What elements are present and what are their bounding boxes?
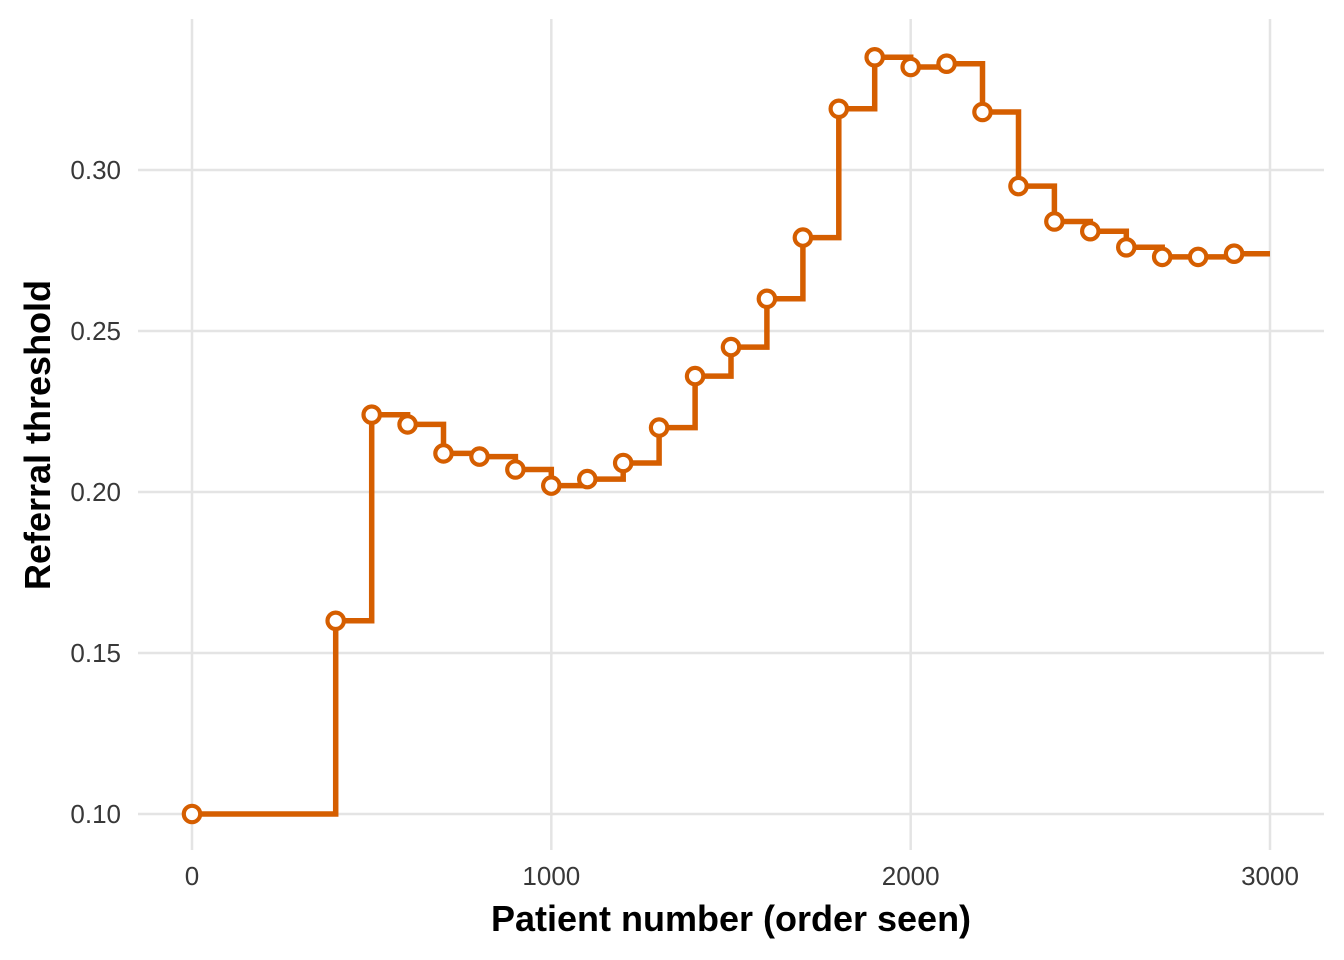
- data-point-marker: [1151, 246, 1173, 268]
- data-point-marker: [397, 414, 418, 435]
- data-point-marker: [756, 288, 778, 310]
- y-axis-title: Referral threshold: [17, 279, 58, 591]
- data-point-marker: [864, 46, 885, 68]
- data-point-marker: [936, 53, 957, 74]
- x-tick-label-2000: 2000: [882, 861, 940, 891]
- data-point-marker: [1044, 211, 1065, 232]
- data-point-marker: [612, 452, 634, 474]
- x-axis-title: Patient number (order seen): [490, 898, 972, 939]
- x-tick-label-1000: 1000: [522, 861, 580, 891]
- data-point-marker: [361, 404, 382, 425]
- data-point-marker: [1008, 175, 1029, 197]
- y-tick-label-0.30: 0.30: [70, 155, 121, 185]
- x-tick-label-0: 0: [185, 861, 199, 891]
- data-point-marker: [1080, 220, 1101, 242]
- y-tick-label-0.15: 0.15: [70, 638, 121, 668]
- y-tick-label-0.10: 0.10: [70, 799, 121, 829]
- data-point-marker: [1116, 237, 1137, 258]
- data-point-marker: [1187, 246, 1209, 268]
- data-point-marker: [684, 365, 706, 387]
- y-tick-label-0.20: 0.20: [70, 477, 121, 507]
- x-tick-label-3000: 3000: [1241, 861, 1299, 891]
- data-point-marker: [576, 468, 598, 490]
- data-point-marker: [325, 610, 346, 632]
- data-point-marker: [540, 475, 562, 496]
- data-point-marker: [792, 227, 814, 248]
- data-point-marker: [648, 417, 670, 438]
- data-point-marker: [720, 336, 742, 358]
- data-point-marker: [181, 803, 203, 825]
- data-point-marker: [828, 98, 850, 120]
- data-point-marker: [972, 101, 993, 123]
- data-point-marker: [433, 443, 454, 464]
- data-point-marker: [505, 459, 526, 480]
- data-point-marker: [900, 56, 921, 78]
- y-tick-label-0.25: 0.25: [70, 316, 121, 346]
- data-point-marker: [1223, 243, 1245, 264]
- data-point-marker: [469, 446, 490, 467]
